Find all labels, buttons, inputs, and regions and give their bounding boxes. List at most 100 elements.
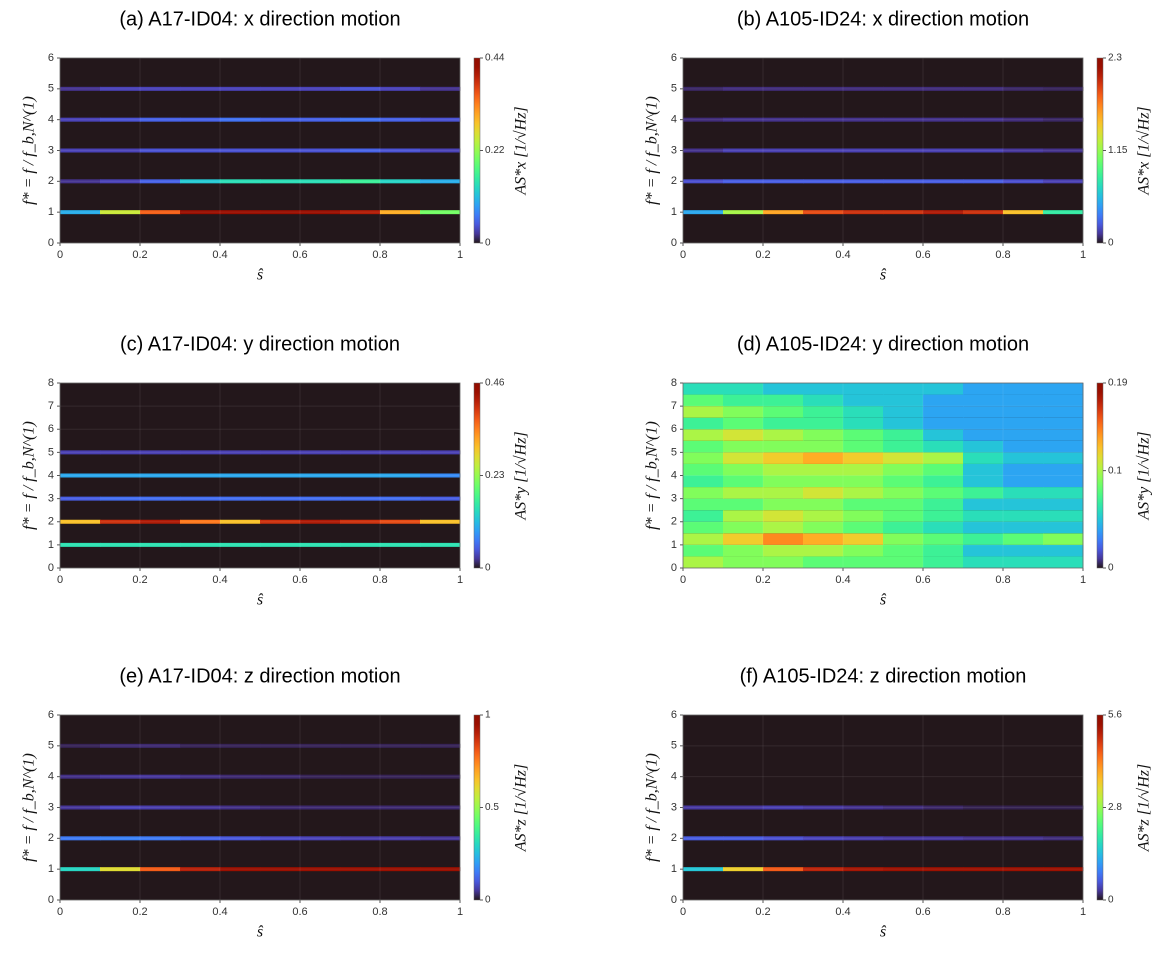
heatmap-cell xyxy=(803,836,844,841)
heatmap-cell xyxy=(300,743,341,748)
heatmap-cell xyxy=(380,473,421,478)
heatmap-cell xyxy=(683,417,724,430)
heatmap-cell xyxy=(843,417,884,430)
x-tick-label: 0.6 xyxy=(292,249,307,261)
heatmap-cell xyxy=(883,452,924,464)
y-tick-label: 4 xyxy=(671,469,677,481)
y-axis-label: f* = f / f_b,N^(1) xyxy=(21,96,38,205)
heatmap-cell xyxy=(260,743,301,748)
panel: (b) A105-ID24: x direction motion 0 0.2 0.4… xyxy=(644,8,1153,283)
heatmap-cell xyxy=(843,805,884,810)
heatmap-cell xyxy=(380,86,421,91)
plot-frame xyxy=(682,57,1084,244)
heatmap-cell xyxy=(140,450,181,455)
heatmap-cell xyxy=(923,533,964,545)
heatmap-cell xyxy=(683,533,724,545)
heatmap-cell xyxy=(1003,836,1044,841)
heatmap-cell xyxy=(763,510,804,522)
heatmap-cell xyxy=(963,521,1004,534)
heatmap-cell xyxy=(883,487,924,499)
heatmap-cell xyxy=(340,473,381,478)
heatmap-cell xyxy=(843,556,884,568)
heatmap-cell xyxy=(923,117,964,122)
x-tick-label: 0 xyxy=(57,249,63,261)
heatmap-cell xyxy=(843,148,884,153)
heatmap-cell xyxy=(100,496,141,501)
heatmap-cell xyxy=(923,463,964,476)
heatmap-cell xyxy=(340,519,381,524)
heatmap-cell xyxy=(300,179,341,184)
heatmap-cell xyxy=(180,210,221,215)
heatmap-cell xyxy=(180,867,221,872)
heatmap-cell xyxy=(723,148,764,153)
x-tick-label: 1 xyxy=(1080,906,1086,918)
heatmap-cell xyxy=(843,498,884,511)
heatmap-cell xyxy=(723,521,764,534)
heatmap-cell xyxy=(420,867,461,872)
heatmap-cell xyxy=(100,836,141,841)
heatmap-cell xyxy=(723,805,764,810)
heatmap-cell xyxy=(180,743,221,748)
heatmap-cell xyxy=(803,452,844,464)
heatmap-cell xyxy=(420,450,461,455)
heatmap-cell xyxy=(763,475,804,488)
heatmap-cell xyxy=(260,148,301,153)
heatmap-cell xyxy=(1003,406,1044,418)
heatmap-cell xyxy=(923,429,964,441)
heatmap-cell xyxy=(883,406,924,418)
y-tick-label: 4 xyxy=(48,771,54,783)
heatmap-cell xyxy=(180,179,221,184)
y-tick-label: 7 xyxy=(671,400,677,412)
colorbar-tick-label: 0.44 xyxy=(485,53,505,64)
x-tick-label: 1 xyxy=(1080,574,1086,586)
heatmap-cell xyxy=(763,498,804,511)
y-tick-label: 6 xyxy=(48,52,54,64)
heatmap-cell xyxy=(1043,510,1084,522)
heatmap-cell xyxy=(803,148,844,153)
heatmap-cell xyxy=(963,417,1004,430)
heatmap-cell xyxy=(100,86,141,91)
heatmap-cell xyxy=(803,210,844,215)
y-tick-label: 1 xyxy=(48,206,54,218)
heatmap-cell xyxy=(1003,498,1044,511)
heatmap-cell xyxy=(380,450,421,455)
colorbar-label: AS*x [1/√Hz] xyxy=(1136,106,1153,195)
x-tick-label: 0.8 xyxy=(372,574,387,586)
heatmap-cell xyxy=(883,117,924,122)
heatmap-cell xyxy=(843,521,884,534)
heatmap-cell xyxy=(1043,179,1084,184)
heatmap-cell xyxy=(60,867,101,872)
heatmap-cell xyxy=(60,473,101,478)
heatmap-cell xyxy=(1043,463,1084,476)
heatmap-cell xyxy=(1003,117,1044,122)
heatmap-cell xyxy=(100,519,141,524)
heatmap-cell xyxy=(140,836,181,841)
heatmap-cell xyxy=(420,519,461,524)
y-tick-label: 7 xyxy=(48,400,54,412)
heatmap-cell xyxy=(220,867,261,872)
heatmap-cell xyxy=(300,86,341,91)
heatmap-cell xyxy=(140,473,181,478)
y-tick-label: 8 xyxy=(48,377,54,389)
colorbar-tick-label: 0 xyxy=(485,238,491,249)
x-tick-label: 0.8 xyxy=(995,249,1010,261)
heatmap-cell xyxy=(803,440,844,453)
plot-frame xyxy=(682,382,1084,569)
y-tick-label: 5 xyxy=(48,446,54,458)
x-tick-label: 0.2 xyxy=(132,249,147,261)
heatmap-cell xyxy=(260,867,301,872)
heatmap-cell xyxy=(883,148,924,153)
heatmap-cell xyxy=(803,867,844,872)
heatmap-cell xyxy=(763,533,804,545)
colorbar-tick-label: 5.6 xyxy=(1108,710,1122,721)
heatmap-cell xyxy=(763,117,804,122)
heatmap-cell xyxy=(140,805,181,810)
heatmap-cell xyxy=(923,556,964,568)
x-tick-label: 0.4 xyxy=(835,249,850,261)
heatmap-cell xyxy=(260,117,301,122)
heatmap-cell xyxy=(883,463,924,476)
heatmap-cell xyxy=(180,86,221,91)
y-tick-label: 4 xyxy=(48,469,54,481)
y-tick-label: 2 xyxy=(48,175,54,187)
heatmap-cell xyxy=(723,544,764,557)
